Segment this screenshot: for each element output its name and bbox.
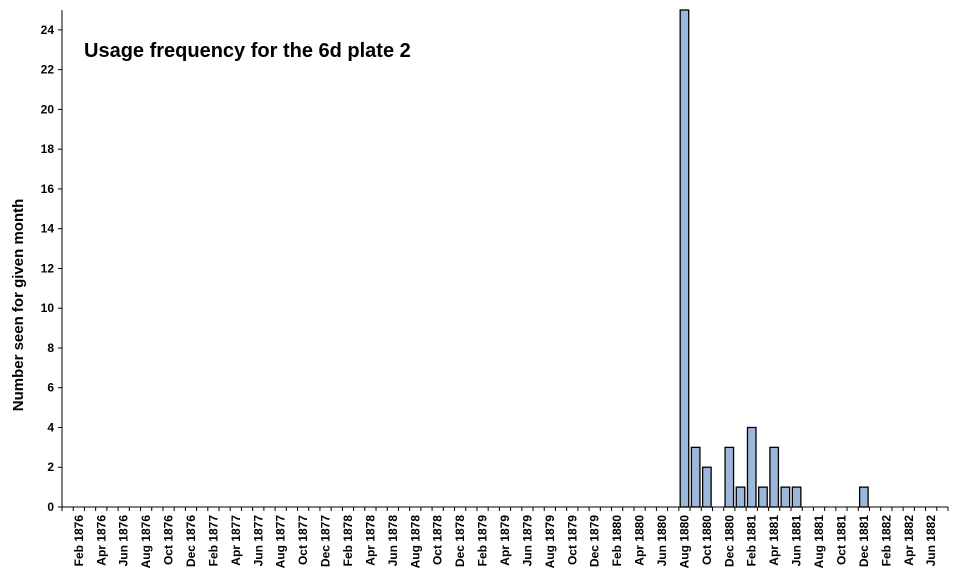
x-tick-label: Aug 1876 <box>139 515 153 569</box>
bar-sep-1880 <box>690 446 701 508</box>
bar-jan-1881 <box>735 486 746 508</box>
y-tick-label: 6 <box>47 381 54 395</box>
y-tick-label: 22 <box>41 63 55 77</box>
x-tick-label: Apr 1879 <box>498 515 512 566</box>
bar-dec-1880 <box>724 446 735 508</box>
y-tick-label: 12 <box>41 261 55 275</box>
y-tick-label: 16 <box>41 182 55 196</box>
x-tick-label: Oct 1877 <box>296 515 310 565</box>
x-tick-label: Oct 1881 <box>834 515 848 565</box>
x-tick-label: Dec 1876 <box>184 515 198 567</box>
x-tick-label: Apr 1881 <box>767 515 781 566</box>
x-tick-label: Oct 1880 <box>700 515 714 565</box>
x-tick-label: Jun 1877 <box>251 515 265 567</box>
y-tick-label: 24 <box>41 23 55 37</box>
x-tick-label: Apr 1882 <box>902 515 916 566</box>
x-tick-label: Dec 1878 <box>453 515 467 567</box>
x-tick-label: Feb 1876 <box>72 515 86 567</box>
x-tick-label: Jun 1876 <box>117 515 131 567</box>
x-tick-label: Jun 1879 <box>520 515 534 567</box>
x-tick-label: Apr 1878 <box>363 515 377 566</box>
bar-mar-1881 <box>758 486 768 508</box>
y-axis-title: Number seen for given month <box>10 199 27 412</box>
y-tick-label: 14 <box>41 222 55 236</box>
x-tick-label: Feb 1881 <box>745 515 759 567</box>
bar-dec-1881 <box>858 486 869 508</box>
x-tick-label: Dec 1877 <box>319 515 333 567</box>
bar-aug-1880 <box>679 9 690 508</box>
bars <box>679 9 869 508</box>
x-tick-label: Oct 1879 <box>565 515 579 565</box>
bar-oct-1880 <box>701 466 712 508</box>
y-tick-label: 0 <box>47 500 54 514</box>
bar-may-1881 <box>780 486 791 508</box>
x-axis-ticks: Feb 1876 Apr 1876 Jun 1876 Aug 1876 Oct 1876… <box>61 507 949 569</box>
y-tick-label: 10 <box>41 301 55 315</box>
x-tick-label: Apr 1880 <box>633 515 647 566</box>
y-tick-label: 18 <box>41 142 55 156</box>
x-tick-label: Dec 1880 <box>722 515 736 567</box>
x-tick-label: Feb 1877 <box>206 515 220 567</box>
x-tick-label: Feb 1880 <box>610 515 624 567</box>
x-tick-label: Aug 1881 <box>812 515 826 569</box>
y-tick-label: 8 <box>47 341 54 355</box>
x-tick-label: Oct 1876 <box>162 515 176 565</box>
x-tick-label: Dec 1881 <box>857 515 871 567</box>
x-tick-label: Jun 1881 <box>790 515 804 567</box>
x-tick-label: Aug 1878 <box>408 515 422 569</box>
bar-apr-1881 <box>769 446 780 508</box>
x-tick-label: Apr 1877 <box>229 515 243 566</box>
x-tick-label: Aug 1877 <box>274 515 288 569</box>
x-tick-label: Aug 1880 <box>677 515 691 569</box>
x-tick-label: Feb 1879 <box>476 515 490 567</box>
chart-title: Usage frequency for the 6d plate 2 <box>84 40 411 62</box>
x-tick-label: Oct 1878 <box>431 515 445 565</box>
x-tick-label: Dec 1879 <box>588 515 602 567</box>
x-tick-label: Feb 1882 <box>879 515 893 567</box>
x-tick-label: Feb 1878 <box>341 515 355 567</box>
bar-jun-1881 <box>791 486 802 508</box>
bar-feb-1881 <box>746 426 757 508</box>
x-tick-label: Jun 1882 <box>924 515 938 567</box>
y-tick-label: 20 <box>41 102 55 116</box>
x-tick-label: Jun 1878 <box>386 515 400 567</box>
y-tick-label: 4 <box>47 420 54 434</box>
x-tick-label: Jun 1880 <box>655 515 669 567</box>
y-tick-label: 2 <box>47 460 54 474</box>
x-tick-label: Apr 1876 <box>94 515 108 566</box>
x-tick-label: Aug 1879 <box>543 515 557 569</box>
